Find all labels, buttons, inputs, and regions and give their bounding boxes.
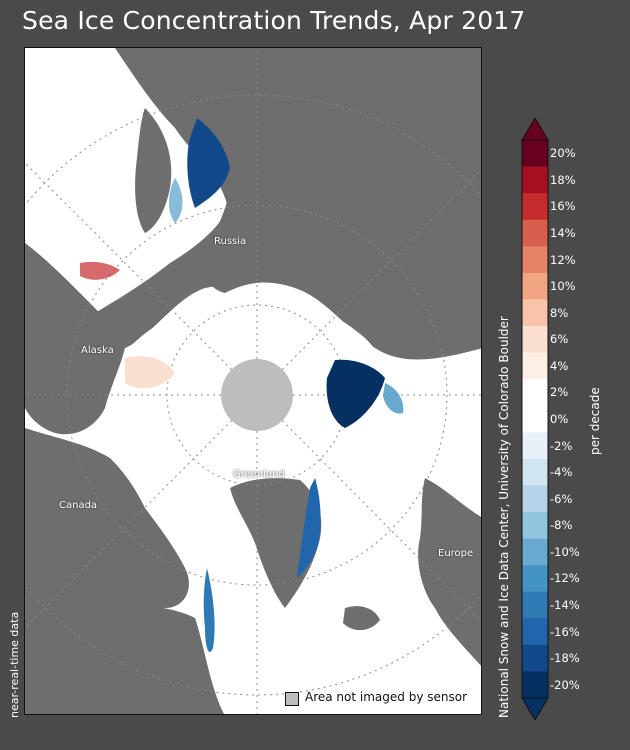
greenland-label: Greenland <box>233 469 285 480</box>
russia-land <box>203 68 481 348</box>
colorbar-segment <box>522 538 548 566</box>
kamchatka-land <box>135 108 172 233</box>
alaska-land <box>25 243 125 435</box>
canada-land <box>25 428 189 658</box>
colorbar-segment <box>522 352 548 380</box>
europe-land <box>418 478 481 666</box>
colorbar-tick-label: -4% <box>550 465 573 480</box>
pole-hole <box>221 359 293 431</box>
east-greenland-decline <box>297 478 321 578</box>
colorbar-tick-label: -10% <box>550 544 580 559</box>
okhotsk-decline-light <box>169 178 183 223</box>
colorbar-top-arrow <box>521 118 549 141</box>
colorbar-segment <box>522 166 548 194</box>
chukchi-faint-increase <box>125 356 175 389</box>
iceland-land <box>343 606 380 631</box>
colorbar-segment <box>522 272 548 300</box>
western-white-area <box>25 48 105 243</box>
colorbar-segment <box>522 485 548 513</box>
russia-label: Russia <box>214 236 247 247</box>
colorbar-segment <box>522 618 548 646</box>
colorbar-segment <box>522 591 548 619</box>
alaska-label: Alaska <box>81 345 114 356</box>
page-title: Sea Ice Concentration Trends, Apr 2017 <box>22 6 526 35</box>
colorbar-segment <box>522 299 548 327</box>
colorbar-segment <box>522 219 548 247</box>
okhotsk-decline <box>187 118 230 208</box>
colorbar-tick-label: 2% <box>550 385 569 400</box>
colorbar-segment <box>522 512 548 540</box>
colorbar-segment <box>522 379 548 407</box>
baffin-decline <box>203 568 215 652</box>
colorbar-tick-label: -2% <box>550 438 573 453</box>
colorbar-tick-label: 18% <box>550 172 576 187</box>
colorbar-bottom-arrow <box>521 697 549 720</box>
colorbar-tick-label: -6% <box>550 491 573 506</box>
colorbar-frame <box>521 139 549 699</box>
arctic-map <box>24 47 482 715</box>
colorbar-segment <box>522 565 548 593</box>
colorbar-tick-label: 8% <box>550 305 569 320</box>
legend-label-not-imaged: Area not imaged by sensor <box>305 690 468 704</box>
colorbar-tick-label: 14% <box>550 226 576 240</box>
colorbar-segment <box>522 644 548 672</box>
legend-swatch-not-imaged <box>285 692 299 706</box>
colorbar-segment <box>522 140 548 168</box>
colorbar-segment <box>522 671 548 699</box>
credit-label: National Snow and Ice Data Center, Unive… <box>497 316 511 718</box>
colorbar-tick-label: 12% <box>550 252 576 267</box>
colorbar-tick-label: -16% <box>550 624 580 639</box>
colorbar-tick-label: 6% <box>550 332 569 347</box>
colorbar-segments <box>522 140 548 699</box>
map-svg <box>25 48 481 714</box>
barents-decline-light <box>383 383 404 414</box>
bering-increase <box>80 261 120 280</box>
colorbar-tick-label: -14% <box>550 598 580 612</box>
europe-label: Europe <box>438 548 474 559</box>
near-real-time-label: near-real-time data <box>8 611 21 718</box>
colorbar-tick-label: -20% <box>550 677 580 692</box>
colorbar-tick-label: 0% <box>550 412 569 426</box>
colorbar-tick-label: 20% <box>550 146 576 161</box>
colorbar-segment <box>522 193 548 221</box>
colorbar-tick-label: -12% <box>550 571 580 586</box>
trend-patches <box>80 118 404 652</box>
colorbar-tick-label: 16% <box>550 199 576 214</box>
barents-decline <box>326 359 385 428</box>
colorbar-unit-label: per decade <box>588 387 602 455</box>
colorbar-segment <box>522 432 548 460</box>
colorbar-segment <box>522 405 548 433</box>
colorbar-segment <box>522 246 548 274</box>
colorbar-tick-label: -18% <box>550 651 580 666</box>
colorbar-tick-label: -8% <box>550 518 573 533</box>
colorbar-tick-label: 4% <box>550 358 569 373</box>
colorbar <box>521 118 549 720</box>
canada-label: Canada <box>59 500 98 511</box>
colorbar-segment <box>522 458 548 486</box>
colorbar-segment <box>522 326 548 354</box>
colorbar-tick-label: 10% <box>550 279 576 294</box>
